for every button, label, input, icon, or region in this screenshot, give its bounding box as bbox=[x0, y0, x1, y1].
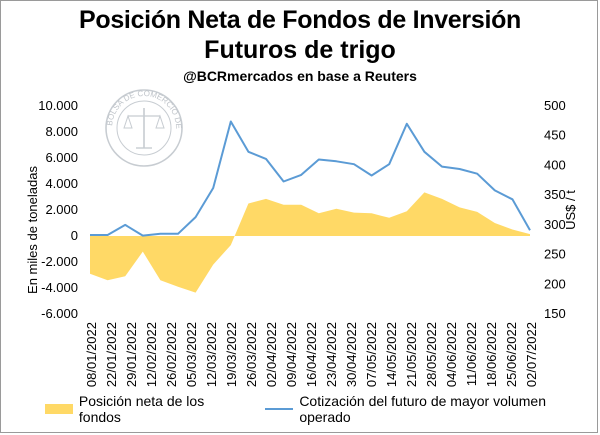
y-tick-label: 10.000 bbox=[38, 98, 78, 113]
chart-subtitle: Futuros de trigo bbox=[204, 36, 396, 64]
seal-watermark: BOLSA DE COMERCIO DE ROSARIO bbox=[0, 0, 183, 167]
area-series-net-position bbox=[90, 192, 530, 293]
line-series-futures-price bbox=[90, 120, 531, 237]
y2-tick-label: 300 bbox=[544, 217, 566, 232]
x-tick-label: 11/06/2022 bbox=[464, 322, 479, 386]
y-tick-label: -4.000 bbox=[41, 280, 78, 295]
y-tick-label: 8.000 bbox=[45, 124, 78, 139]
x-tick-label: 26/03/2022 bbox=[244, 322, 259, 387]
x-tick-label: 02/04/2022 bbox=[264, 322, 279, 387]
chart-title: Posición Neta de Fondos de Inversión bbox=[78, 6, 522, 34]
legend-label-area: Posición neta de los fondos bbox=[78, 393, 205, 425]
y2-tick-label: 400 bbox=[544, 157, 566, 172]
x-tick-label: 29/01/2022 bbox=[124, 322, 139, 387]
svg-text:BOLSA DE COMERCIO DE ROSARIO: BOLSA DE COMERCIO DE ROSARIO bbox=[0, 0, 183, 129]
x-tick-label: 09/04/2022 bbox=[284, 322, 299, 387]
x-tick-label: 05/03/2022 bbox=[184, 322, 199, 387]
x-tick-label: 04/06/2022 bbox=[444, 322, 459, 387]
y2-tick-label: 150 bbox=[544, 306, 566, 321]
y2-tick-label: 200 bbox=[544, 276, 566, 291]
legend: Posición neta de los fondos Cotización d… bbox=[45, 393, 600, 425]
x-tick-label: 02/07/2022 bbox=[524, 322, 539, 387]
y2-tick-label: 350 bbox=[544, 187, 566, 202]
y2-tick-label: 250 bbox=[544, 247, 566, 262]
y-tick-label: 4.000 bbox=[45, 176, 78, 191]
x-tick-label: 25/06/2022 bbox=[504, 322, 519, 387]
x-tick-label: 23/04/2022 bbox=[324, 322, 339, 387]
x-tick-label: 12/03/2022 bbox=[204, 322, 219, 387]
x-tick-label: 26/02/2022 bbox=[164, 322, 179, 387]
y-tick-label: 6.000 bbox=[45, 150, 78, 165]
legend-swatch-area bbox=[45, 404, 73, 414]
chart-source: @BCRmercados en base a Reuters bbox=[183, 68, 417, 84]
y2-tick-label: 450 bbox=[544, 128, 566, 143]
y-axis-label: En miles de toneladas bbox=[25, 166, 40, 294]
y-tick-label: 2.000 bbox=[45, 202, 78, 217]
x-tick-label: 30/04/2022 bbox=[344, 322, 359, 387]
y-tick-label: -6.000 bbox=[41, 306, 78, 321]
x-tick-label: 22/01/2022 bbox=[104, 322, 119, 387]
x-tick-label: 07/05/2022 bbox=[364, 322, 379, 387]
legend-label-line: Cotización del futuro de mayor volumen o… bbox=[299, 393, 546, 425]
y2-tick-label: 500 bbox=[544, 98, 566, 113]
y-tick-label: 0 bbox=[71, 228, 78, 243]
y2-axis-label: US$ / t bbox=[563, 190, 578, 230]
x-tick-label: 28/05/2022 bbox=[424, 322, 439, 387]
seal-text: BOLSA DE COMERCIO DE ROSARIO bbox=[0, 0, 183, 129]
x-tick-label: 19/03/2022 bbox=[224, 322, 239, 387]
x-tick-label: 14/05/2022 bbox=[384, 322, 399, 387]
legend-swatch-line bbox=[265, 408, 294, 410]
x-tick-label: 21/05/2022 bbox=[404, 322, 419, 387]
x-tick-label: 16/04/2022 bbox=[304, 322, 319, 387]
x-tick-label: 12/02/2022 bbox=[144, 322, 159, 387]
y-tick-label: -2.000 bbox=[41, 254, 78, 269]
x-tick-label: 08/01/2022 bbox=[84, 322, 99, 387]
x-tick-label: 18/06/2022 bbox=[484, 322, 499, 387]
